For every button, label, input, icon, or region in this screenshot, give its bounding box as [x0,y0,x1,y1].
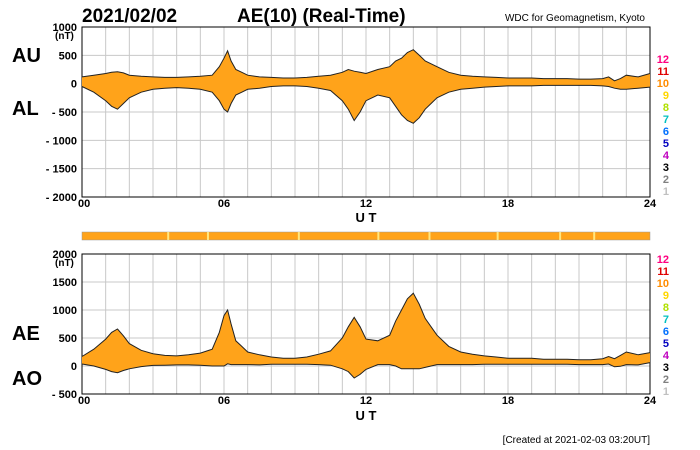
y-tick-label: 0 [71,361,77,373]
series-line-ao [81,362,651,379]
station-count-legend-7: 7 [663,114,669,126]
x-tick-label: 18 [502,198,514,210]
station-count-legend-1: 1 [663,386,669,398]
series-side-label-ao: AO [12,368,42,390]
station-count-legend-2: 2 [663,174,669,186]
au-al-panel: 1000 500 0 - 500 - 1000 - 1500 - 2000 (nT) 00 06 1… [12,22,670,225]
y-tick-label: 2000 [53,249,77,261]
chart-title: AE(10) (Real-Time) [237,6,406,27]
x-tick-label: 06 [218,395,230,407]
y-tick-label: - 1500 [46,164,77,176]
station-count-legend-4: 4 [663,150,670,162]
y-tick-label: 500 [59,50,77,62]
created-timestamp: [Created at 2021-02-03 03:20UT] [503,435,651,446]
station-count-legend-10: 10 [657,78,669,90]
station-count-legend-1: 1 [663,186,669,198]
plot-frame [81,253,651,395]
y-tick-label: 1000 [53,22,77,34]
station-count-legend-8: 8 [663,302,669,314]
station-count-legend-6: 6 [663,126,669,138]
station-count-legend-5: 5 [663,138,669,150]
station-count-legend-9: 9 [663,290,669,302]
station-count-legend-4: 4 [663,350,670,362]
organization-label: WDC for Geomagnetism, Kyoto [505,13,645,24]
series-line-ae [81,292,651,361]
status-bar-fill [81,231,651,241]
y-tick-label: - 1000 [46,135,77,147]
y-tick-label: - 2000 [46,192,77,204]
status-bar-tick [377,232,380,240]
x-tick-label: 00 [78,395,90,407]
data-status-bar [81,231,651,241]
station-count-legend-2: 2 [663,374,669,386]
y-tick-label: - 500 [52,389,77,401]
y-tick-label: 1000 [53,305,77,317]
x-axis-label: U T [356,210,377,225]
x-tick-label: 06 [218,198,230,210]
station-count-legend-12: 12 [657,254,669,266]
y-tick-label: - 500 [52,107,77,119]
x-tick-label: 12 [360,198,372,210]
station-count-legend-7: 7 [663,314,669,326]
y-tick-label: 1500 [53,277,77,289]
status-bar-tick [167,232,170,240]
status-bar-tick [297,232,300,240]
x-tick-label: 12 [360,395,372,407]
x-tick-label: 24 [644,198,657,210]
station-count-legend-3: 3 [663,362,669,374]
series-area-fill [82,293,650,378]
series-side-label-ae: AE [12,323,40,345]
y-axis-unit: (nT) [55,31,74,42]
x-tick-label: 18 [502,395,514,407]
station-count-legend-6: 6 [663,326,669,338]
status-bar-tick [206,232,209,240]
series-area-fill [82,49,650,124]
status-bar-tick [496,232,499,240]
station-count-legend-3: 3 [663,162,669,174]
y-tick-label: 500 [59,333,77,345]
station-count-legend-8: 8 [663,102,669,114]
status-bar-tick [593,232,596,240]
station-count-legend-10: 10 [657,278,669,290]
x-tick-label: 24 [644,395,657,407]
station-count-legend-12: 12 [657,54,669,66]
plot-frame [81,26,651,198]
series-side-label-au: AU [12,45,41,67]
date-title: 2021/02/02 [82,6,177,27]
x-tick-label: 00 [78,198,90,210]
station-count-legend-5: 5 [663,338,669,350]
status-bar-tick [559,232,562,240]
series-line-au [81,49,651,82]
series-line-al [81,84,651,124]
y-tick-label: 0 [71,79,77,91]
series-side-label-al: AL [12,98,39,120]
station-count-legend-11: 11 [657,66,669,78]
station-count-legend-11: 11 [657,266,669,278]
x-axis-label: U T [356,408,377,423]
status-bar-tick [428,232,431,240]
y-axis-unit: (nT) [55,258,74,269]
station-count-legend-9: 9 [663,90,669,102]
